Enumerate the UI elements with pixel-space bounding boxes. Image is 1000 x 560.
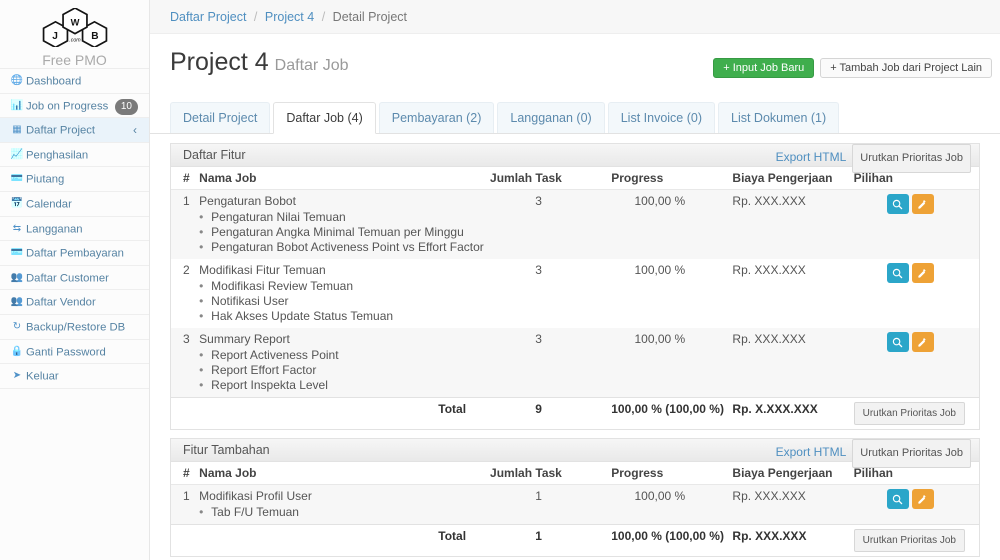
- svg-text:W: W: [70, 17, 79, 27]
- svg-text:J: J: [52, 31, 58, 42]
- svg-text:B: B: [91, 31, 98, 42]
- svg-text:.com: .com: [69, 37, 81, 43]
